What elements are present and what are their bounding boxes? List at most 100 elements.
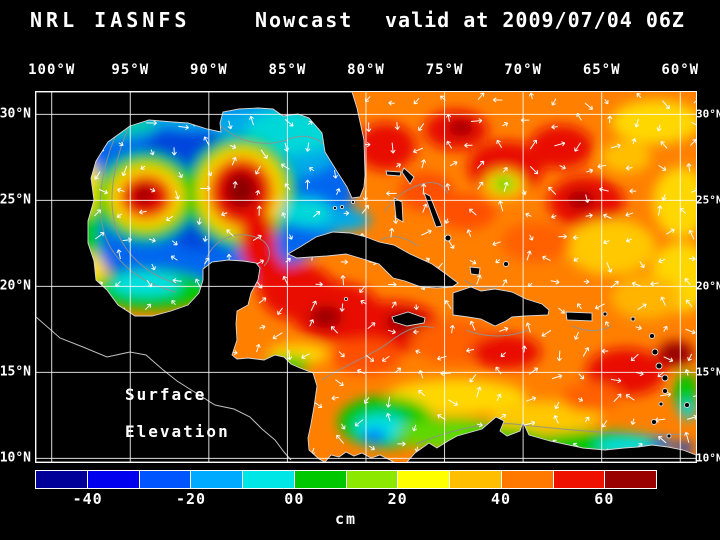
- current-vector-arrow: [610, 377, 622, 384]
- current-vector-arrow: [94, 171, 101, 180]
- current-vector-arrow: [687, 414, 696, 420]
- current-vector-arrow: [149, 187, 156, 193]
- colorbar: [35, 470, 657, 489]
- current-vector-arrow: [635, 325, 642, 331]
- current-vector-arrow: [312, 211, 321, 218]
- current-vector-arrow: [553, 415, 559, 424]
- current-vector-arrow: [330, 326, 339, 334]
- current-vector-arrow: [449, 324, 455, 334]
- current-vector-arrow: [444, 218, 450, 224]
- current-vector-arrow: [528, 367, 539, 375]
- current-vector-arrow: [658, 164, 667, 171]
- current-vector-arrow: [551, 98, 557, 106]
- current-vector-arrow: [586, 168, 594, 174]
- current-vector-arrow: [528, 234, 534, 241]
- current-vector-arrow: [171, 240, 178, 246]
- current-vector-arrow: [554, 401, 560, 410]
- current-vector-arrow: [476, 274, 482, 285]
- current-vector-arrow: [116, 213, 123, 218]
- current-vector-arrow: [260, 149, 268, 159]
- current-vector-arrow: [574, 142, 581, 152]
- lon-tick-label: 95°W: [111, 62, 150, 78]
- current-vector-arrow: [502, 279, 508, 287]
- current-vector-arrow: [227, 120, 233, 130]
- lat-tick-label-right: 30°N: [696, 107, 720, 121]
- current-vector-arrow: [630, 418, 636, 425]
- current-vector-arrow: [421, 159, 427, 169]
- current-vector-arrow: [170, 255, 178, 261]
- current-vector-arrow: [354, 419, 364, 427]
- colorbar-segment: [605, 471, 656, 488]
- longitude-axis: 100°W 95°W 90°W 85°W 80°W 75°W 70°W 65°W 60°W: [28, 62, 698, 82]
- latitude-axis-left: 30°N 25°N 20°N 15°N 10°N: [0, 92, 34, 466]
- current-vector-arrow: [469, 259, 477, 265]
- current-vector-arrow: [578, 373, 585, 380]
- land-lesser-antilles: [658, 401, 664, 407]
- current-vector-arrow: [548, 186, 557, 195]
- colorbar-tick-label: 40: [490, 490, 512, 508]
- current-vector-arrow: [577, 303, 582, 310]
- current-vector-arrow: [308, 167, 315, 172]
- current-vector-arrow: [662, 100, 670, 110]
- current-vector-arrow: [476, 160, 485, 169]
- lat-tick-label-left: 30°N: [0, 106, 31, 122]
- current-vector-arrow: [631, 138, 637, 145]
- colorbar-tick-labels: -40 -20 00 20 40 60: [36, 490, 656, 508]
- current-vector-arrow: [93, 209, 102, 217]
- current-vector-arrow: [395, 163, 402, 168]
- current-vector-arrow: [559, 164, 566, 170]
- current-vector-arrow: [502, 167, 508, 173]
- current-vector-arrow: [657, 205, 663, 216]
- lat-tick-label-right: 15°N: [696, 365, 720, 379]
- title-model-name: NRL IASNFS: [30, 8, 191, 32]
- current-vector-arrow: [629, 188, 637, 194]
- current-vector-arrow: [526, 396, 537, 402]
- current-vector-arrow: [281, 212, 287, 219]
- current-vector-arrow: [301, 353, 310, 359]
- current-vector-arrow: [650, 281, 659, 287]
- current-vector-arrow: [288, 234, 293, 240]
- current-vector-arrow: [422, 203, 428, 213]
- current-vector-arrow: [660, 296, 666, 306]
- current-vector-arrow: [116, 249, 122, 260]
- current-vector-arrow: [688, 229, 695, 240]
- current-vector-arrow: [146, 120, 157, 126]
- current-vector-arrow: [658, 258, 666, 264]
- current-vector-arrow: [573, 257, 579, 262]
- current-vector-arrow: [469, 320, 476, 331]
- current-vector-arrow: [498, 200, 504, 212]
- current-vector-arrow: [476, 422, 483, 428]
- current-vector-arrow: [385, 396, 391, 408]
- current-vector-arrow: [166, 215, 174, 222]
- lon-tick-label: 70°W: [504, 62, 542, 78]
- land-lesser-antilles: [651, 419, 657, 425]
- current-vector-arrow: [305, 142, 311, 152]
- current-vector-arrow: [526, 250, 532, 261]
- current-vector-arrow: [421, 183, 427, 195]
- land-cayman: [343, 296, 349, 302]
- current-vector-arrow: [381, 355, 390, 362]
- current-vector-arrow: [693, 95, 696, 104]
- current-vector-arrow: [558, 233, 567, 240]
- current-vector-arrow: [336, 434, 345, 444]
- land-jamaica: [391, 311, 426, 327]
- current-vector-arrow: [418, 389, 426, 397]
- current-vector-arrow: [448, 399, 458, 406]
- current-vector-arrow: [688, 256, 696, 262]
- land-panama: [324, 451, 395, 462]
- current-vector-arrow: [541, 329, 552, 337]
- current-vector-arrow: [367, 322, 376, 330]
- lat-tick-label-right: 10°N: [696, 451, 720, 465]
- current-vector-arrow: [385, 412, 391, 422]
- current-vector-arrow: [397, 441, 406, 447]
- current-vector-arrow: [659, 392, 672, 398]
- land-lesser-antilles: [655, 362, 663, 370]
- current-vector-arrow: [499, 326, 509, 332]
- current-vector-arrow: [449, 160, 458, 167]
- current-vector-arrow: [178, 124, 190, 130]
- colorbar-tick-label: -40: [72, 490, 103, 508]
- current-vector-arrow: [280, 163, 290, 170]
- current-vector-arrow: [196, 217, 202, 225]
- current-vector-arrow: [149, 149, 155, 156]
